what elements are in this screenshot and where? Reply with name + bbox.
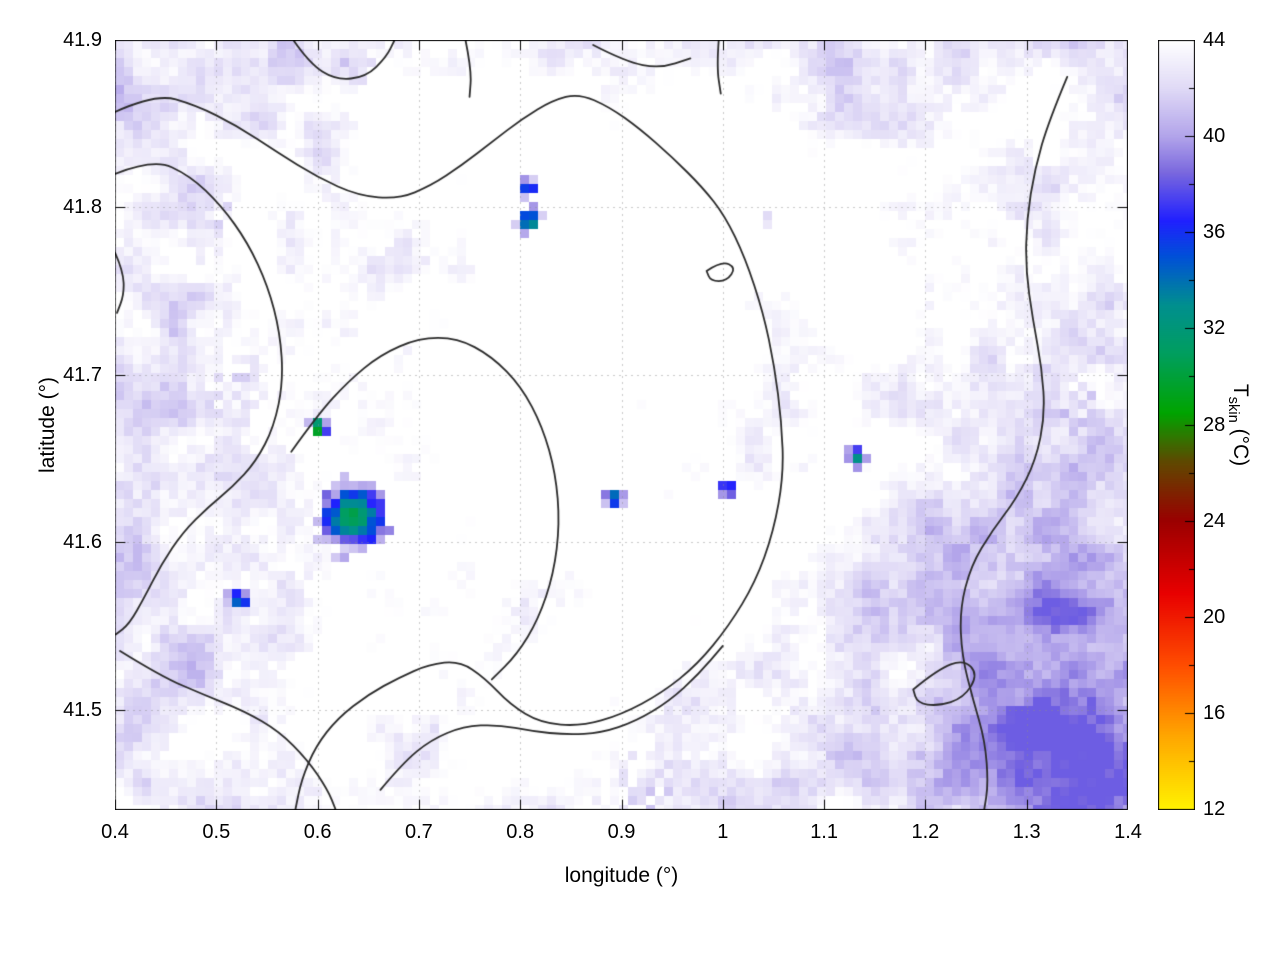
colorbar-tick-label: 40 <box>1203 125 1226 148</box>
colorbar-tick-label: 20 <box>1203 605 1226 628</box>
colorbar-tick-label: 12 <box>1203 798 1226 820</box>
y-tick-label: 41.9 <box>63 29 102 51</box>
colorbar-tick-label: 28 <box>1203 413 1226 436</box>
x-tick-label: 0.8 <box>506 821 535 843</box>
y-tick-label: 41.8 <box>63 196 102 219</box>
colorbar-tick-label: 44 <box>1203 29 1226 51</box>
y-axis-label: latitude (°) <box>36 377 59 473</box>
x-tick-label: 0.5 <box>202 821 231 843</box>
x-tick-label: 0.7 <box>404 821 433 843</box>
colorbar-tick-label: 24 <box>1203 509 1226 532</box>
colorbar-label: Tskin (°C) <box>1225 384 1252 466</box>
x-tick-label: 1.3 <box>1012 821 1041 843</box>
colorbar-label-subscript: skin <box>1224 396 1241 423</box>
x-tick-label: 0.9 <box>607 821 636 843</box>
x-tick-label: 0.6 <box>303 821 332 843</box>
colorbar-tick-label: 32 <box>1203 317 1226 340</box>
x-tick-label: 1.4 <box>1114 821 1142 843</box>
colorbar-label-unit: (°C) <box>1229 422 1252 467</box>
x-axis-label: longitude (°) <box>564 864 679 887</box>
colorbar-tick-label: 36 <box>1203 221 1226 244</box>
y-tick-label: 41.6 <box>63 531 102 554</box>
x-tick-label: 1 <box>717 821 729 843</box>
colorbar-canvas <box>1158 40 1195 810</box>
y-tick-label: 41.7 <box>63 363 102 386</box>
colorbar-tick-label: 16 <box>1203 701 1226 724</box>
y-tick-label: 41.5 <box>63 698 102 721</box>
x-tick-label: 1.2 <box>911 821 940 843</box>
heatmap-canvas <box>115 40 1128 810</box>
x-tick-label: 0.4 <box>101 821 129 843</box>
colorbar-label-symbol: T <box>1229 383 1252 397</box>
x-tick-label: 1.1 <box>810 821 838 843</box>
